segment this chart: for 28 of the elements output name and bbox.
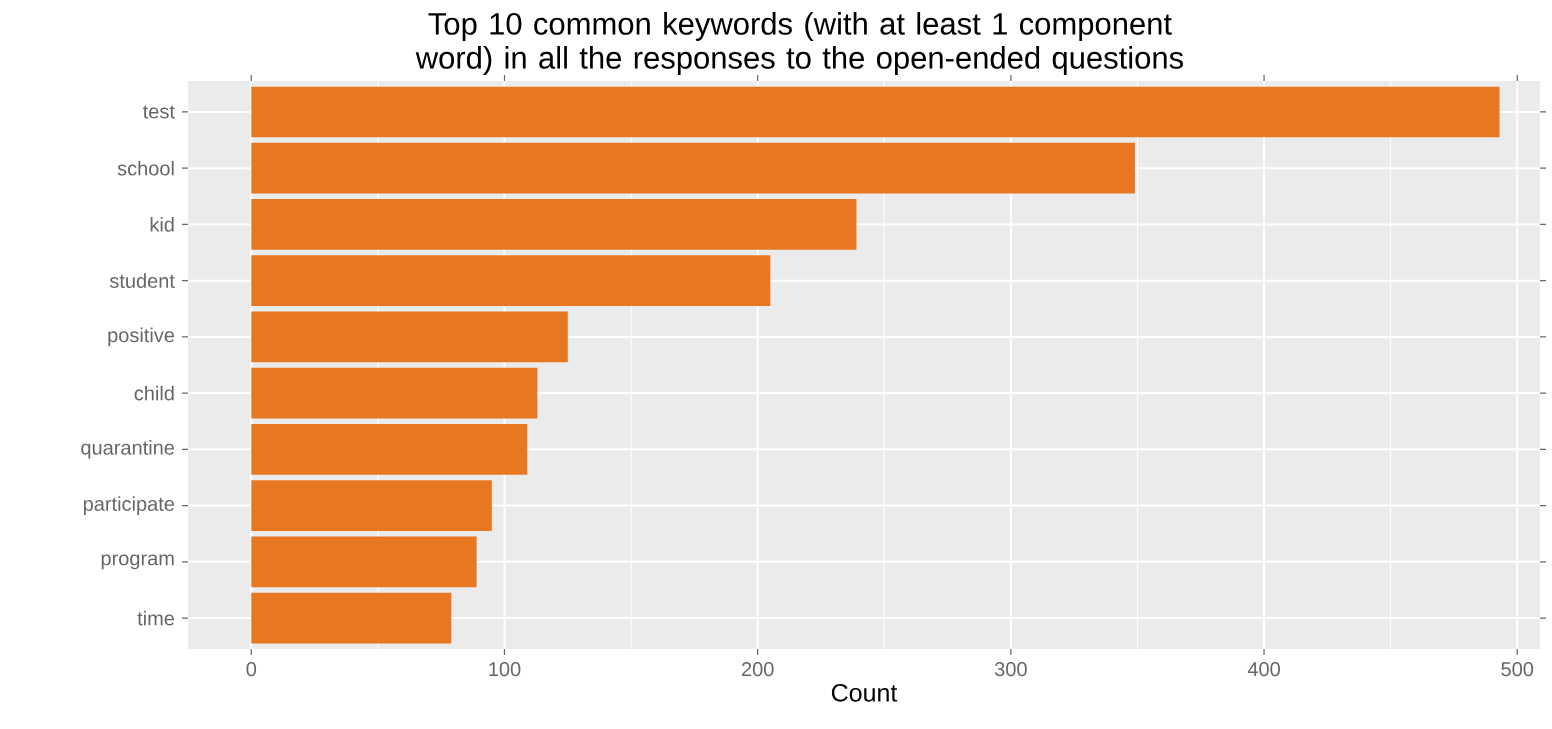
bar	[251, 142, 1135, 194]
bar	[251, 367, 538, 419]
bar	[251, 255, 771, 306]
bar	[251, 480, 492, 531]
y-tick-label: school	[117, 160, 174, 176]
y-tick-label: student	[109, 273, 175, 288]
x-tick-label: 400	[1247, 662, 1280, 677]
y-tick-label: kid	[150, 217, 174, 232]
chart-title: Top 10 common keywords (with at least 1 component word) in all the responses to the open-ended questions	[415, 12, 1184, 75]
x-tick-label: 300	[994, 662, 1027, 677]
y-tick-label: positive	[108, 327, 175, 347]
x-axis-title: Count	[831, 683, 898, 702]
bar	[251, 311, 568, 363]
bar	[251, 536, 477, 588]
y-tick-label: test	[143, 105, 175, 119]
x-tick-label: 100	[489, 662, 521, 677]
bar	[251, 86, 1500, 138]
bar	[251, 199, 857, 250]
x-tick-label: 0	[246, 662, 257, 677]
y-tick-label: child	[134, 385, 174, 401]
x-tick-label: 500	[1501, 662, 1534, 677]
y-tick-label: quarantine	[81, 440, 175, 459]
x-tick-label: 200	[741, 662, 774, 677]
bar	[251, 592, 452, 644]
bar	[251, 424, 528, 475]
y-tick-label: participate	[83, 496, 175, 515]
y-tick-label: time	[137, 610, 175, 626]
y-tick-label: program	[101, 554, 174, 570]
